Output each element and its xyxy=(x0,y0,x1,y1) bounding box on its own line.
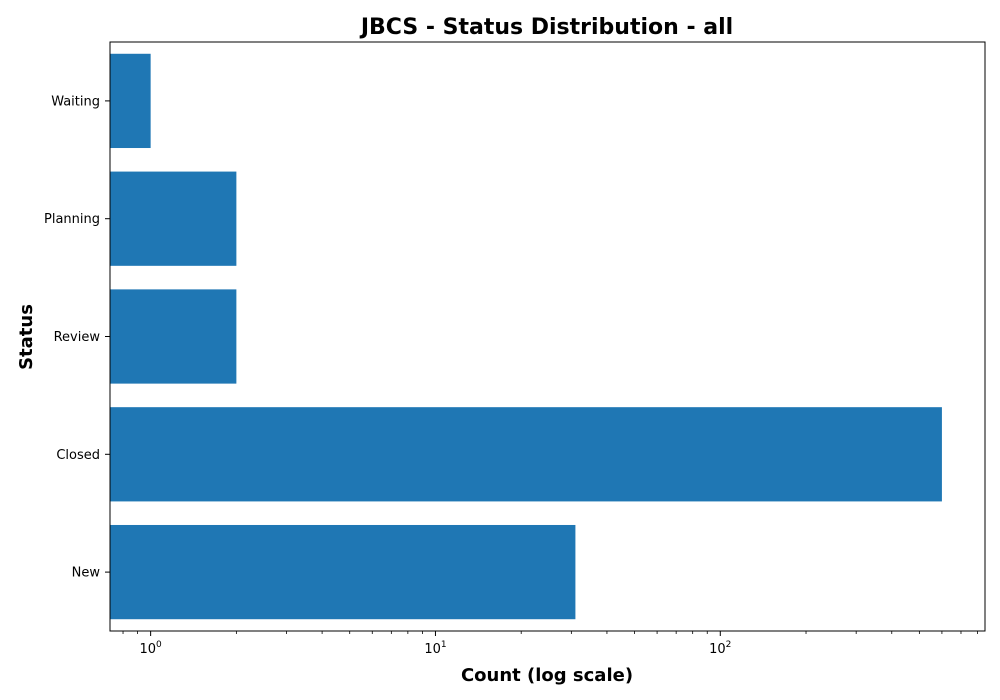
y-tick-label: Planning xyxy=(44,212,100,227)
plot-area-frame xyxy=(109,41,986,632)
bar-review xyxy=(110,289,237,384)
y-axis-ticks: New Closed Review Planning Waiting xyxy=(44,94,110,581)
x-tick-label: 102 xyxy=(709,640,731,657)
bar-waiting xyxy=(110,53,151,149)
y-tick-label: Closed xyxy=(56,448,100,463)
x-tick-label: 101 xyxy=(424,640,446,657)
y-tick-label: New xyxy=(72,566,101,581)
x-axis-label: Count (log scale) xyxy=(461,665,633,686)
bar-new xyxy=(110,524,576,620)
y-axis-label: Status xyxy=(16,304,37,370)
x-axis-ticks: 100 101 102 xyxy=(122,631,978,657)
bar-planning xyxy=(110,171,237,266)
bar-closed xyxy=(110,407,942,502)
y-tick-label: Review xyxy=(54,330,101,345)
chart-title: JBCS - Status Distribution - all xyxy=(359,15,733,40)
y-tick-label: Waiting xyxy=(51,94,100,109)
x-tick-label: 100 xyxy=(139,640,162,657)
bars-group xyxy=(110,53,942,620)
